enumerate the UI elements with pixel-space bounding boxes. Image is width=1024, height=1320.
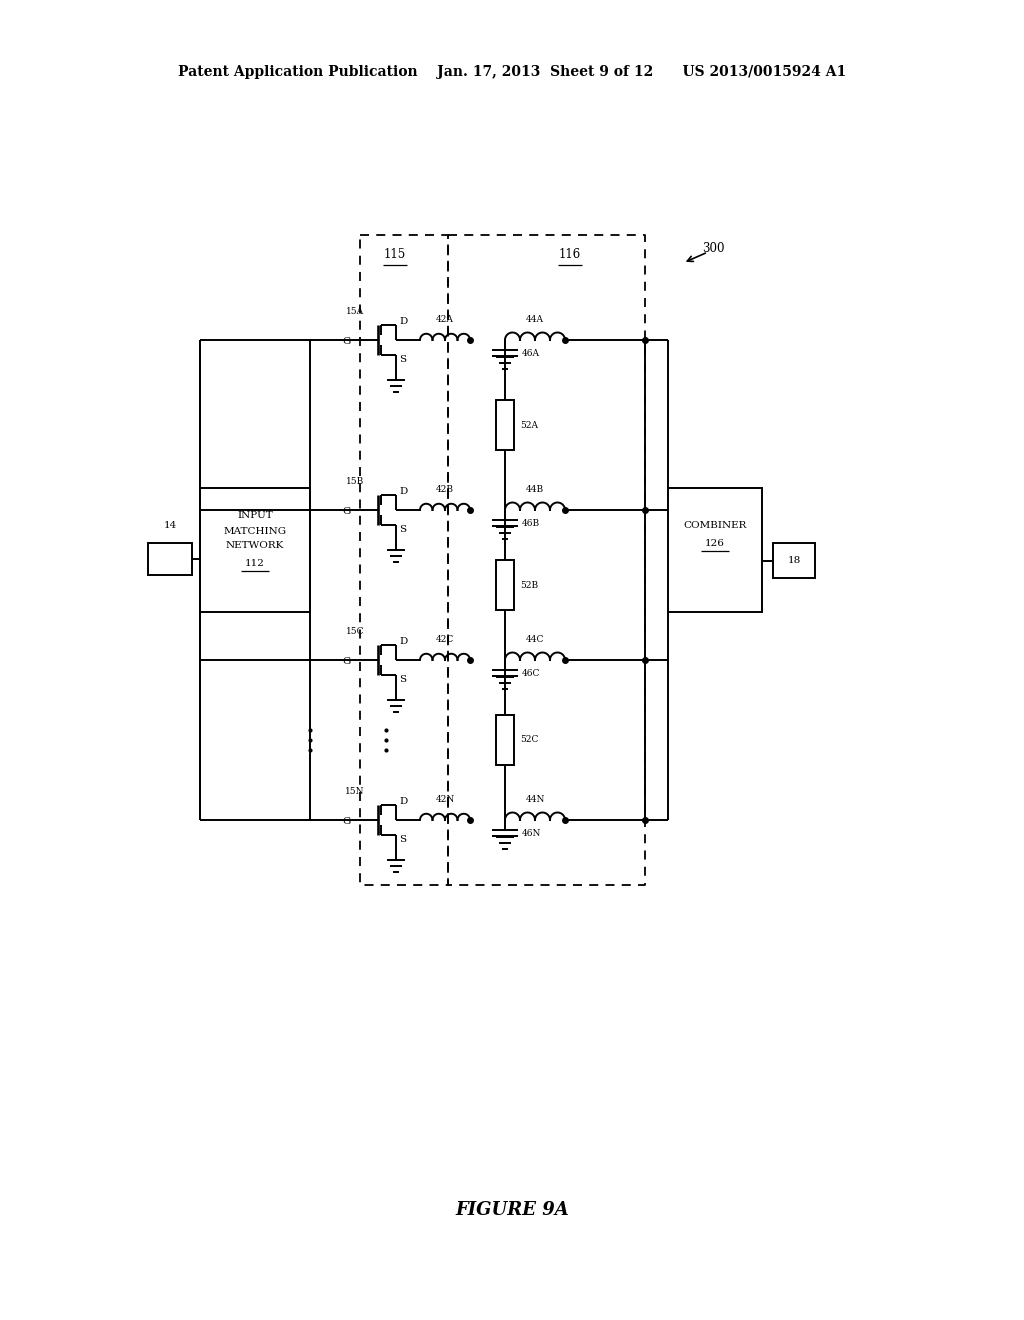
Text: 15C: 15C xyxy=(346,627,365,636)
Text: G: G xyxy=(343,817,351,826)
Text: Patent Application Publication    Jan. 17, 2013  Sheet 9 of 12      US 2013/0015: Patent Application Publication Jan. 17, … xyxy=(178,65,846,79)
Text: 112: 112 xyxy=(245,560,265,569)
Text: 42B: 42B xyxy=(436,486,454,495)
Text: 126: 126 xyxy=(706,539,725,548)
Text: 15A: 15A xyxy=(346,308,365,317)
Text: INPUT: INPUT xyxy=(238,511,272,520)
Text: 46A: 46A xyxy=(522,348,540,358)
Text: NETWORK: NETWORK xyxy=(226,541,285,550)
Text: 15B: 15B xyxy=(346,478,365,487)
Text: G: G xyxy=(343,338,351,346)
Text: D: D xyxy=(399,487,408,495)
Bar xyxy=(773,543,815,578)
Bar xyxy=(496,400,514,450)
Text: G: G xyxy=(343,657,351,667)
Text: 52A: 52A xyxy=(520,421,538,429)
Text: 15N: 15N xyxy=(345,788,365,796)
Text: 44B: 44B xyxy=(526,486,544,495)
Text: D: D xyxy=(399,317,408,326)
Text: S: S xyxy=(399,834,407,843)
Text: 116: 116 xyxy=(559,248,582,261)
Text: 18: 18 xyxy=(787,556,801,565)
Text: 52C: 52C xyxy=(520,735,539,744)
Text: FIGURE 9A: FIGURE 9A xyxy=(455,1201,569,1218)
Bar xyxy=(496,560,514,610)
Text: D: D xyxy=(399,796,408,805)
Text: 42C: 42C xyxy=(436,635,454,644)
Text: G: G xyxy=(343,507,351,516)
Bar xyxy=(668,488,762,612)
Text: 115: 115 xyxy=(384,248,407,261)
Text: 44C: 44C xyxy=(525,635,544,644)
Text: 46N: 46N xyxy=(522,829,542,837)
Text: 46B: 46B xyxy=(522,519,540,528)
Text: 42N: 42N xyxy=(435,796,455,804)
Text: 14: 14 xyxy=(164,520,176,529)
Text: 44A: 44A xyxy=(526,315,544,325)
Text: MATCHING: MATCHING xyxy=(223,527,287,536)
Bar xyxy=(148,543,193,576)
Text: 300: 300 xyxy=(702,242,725,255)
Text: D: D xyxy=(399,636,408,645)
Bar xyxy=(200,488,310,612)
Text: S: S xyxy=(399,524,407,533)
Text: 52B: 52B xyxy=(520,581,539,590)
Text: 46C: 46C xyxy=(522,668,541,677)
Text: 44N: 44N xyxy=(525,796,545,804)
Text: COMBINER: COMBINER xyxy=(683,521,746,531)
Text: 42A: 42A xyxy=(436,315,454,325)
Text: S: S xyxy=(399,355,407,363)
Text: S: S xyxy=(399,675,407,684)
Bar xyxy=(496,715,514,766)
